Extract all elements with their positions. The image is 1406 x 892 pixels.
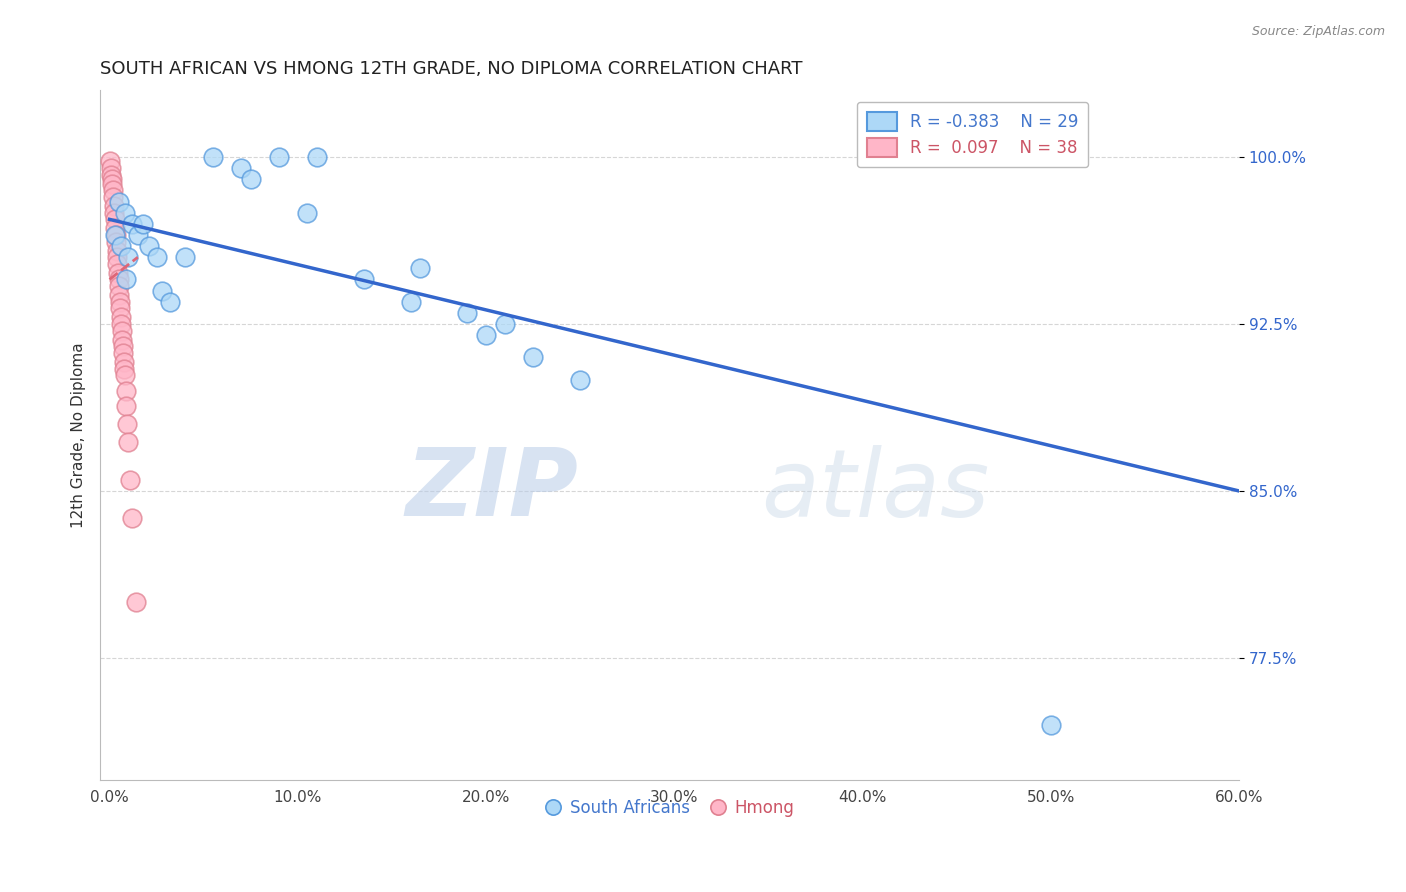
Point: [522, 351, 544, 365]
Point: [103, 205, 125, 219]
Text: ZIP: ZIP: [405, 444, 578, 536]
Point: [111, 324, 134, 338]
Point: [117, 417, 139, 432]
Point: [239, 172, 262, 186]
Point: [494, 317, 516, 331]
Point: [108, 194, 131, 209]
Point: [100, 168, 122, 182]
Point: [114, 384, 136, 398]
Point: [110, 301, 132, 316]
Point: [267, 150, 290, 164]
Point: [110, 310, 132, 325]
Text: SOUTH AFRICAN VS HMONG 12TH GRADE, NO DIPLOMA CORRELATION CHART: SOUTH AFRICAN VS HMONG 12TH GRADE, NO DI…: [100, 60, 803, 78]
Point: [108, 294, 131, 309]
Point: [100, 161, 122, 176]
Point: [101, 183, 124, 197]
Point: [104, 212, 127, 227]
Point: [456, 306, 478, 320]
Point: [108, 288, 131, 302]
Point: [105, 250, 128, 264]
Point: [111, 339, 134, 353]
Point: [117, 250, 139, 264]
Point: [150, 284, 173, 298]
Text: Source: ZipAtlas.com: Source: ZipAtlas.com: [1251, 25, 1385, 38]
Point: [107, 266, 129, 280]
Point: [353, 272, 375, 286]
Point: [101, 177, 124, 191]
Point: [103, 199, 125, 213]
Point: [569, 373, 592, 387]
Point: [101, 172, 124, 186]
Point: [121, 217, 143, 231]
Point: [295, 205, 318, 219]
Point: [114, 205, 136, 219]
Point: [114, 368, 136, 383]
Point: [107, 257, 129, 271]
Point: [121, 510, 143, 524]
Point: [399, 294, 422, 309]
Point: [115, 272, 138, 286]
Point: [104, 221, 127, 235]
Point: [108, 279, 131, 293]
Legend: South Africans, Hmong: South Africans, Hmong: [538, 792, 801, 823]
Point: [475, 328, 498, 343]
Point: [305, 150, 328, 164]
Point: [110, 239, 132, 253]
Point: [103, 190, 125, 204]
Point: [115, 400, 138, 414]
Point: [105, 235, 128, 249]
Point: [104, 227, 127, 242]
Point: [1039, 717, 1062, 731]
Point: [120, 473, 142, 487]
Point: [231, 161, 253, 176]
Point: [117, 434, 139, 449]
Y-axis label: 12th Grade, No Diploma: 12th Grade, No Diploma: [72, 343, 86, 528]
Point: [112, 355, 135, 369]
Point: [159, 294, 181, 309]
Point: [111, 333, 134, 347]
Point: [104, 227, 127, 242]
Point: [110, 317, 132, 331]
Point: [138, 239, 160, 253]
Point: [112, 361, 135, 376]
Point: [105, 244, 128, 258]
Point: [202, 150, 225, 164]
Point: [145, 250, 167, 264]
Point: [100, 154, 122, 169]
Text: atlas: atlas: [761, 445, 988, 536]
Point: [409, 261, 432, 276]
Point: [112, 346, 135, 360]
Point: [173, 250, 195, 264]
Point: [127, 227, 149, 242]
Point: [125, 595, 148, 609]
Point: [107, 272, 129, 286]
Point: [132, 217, 155, 231]
